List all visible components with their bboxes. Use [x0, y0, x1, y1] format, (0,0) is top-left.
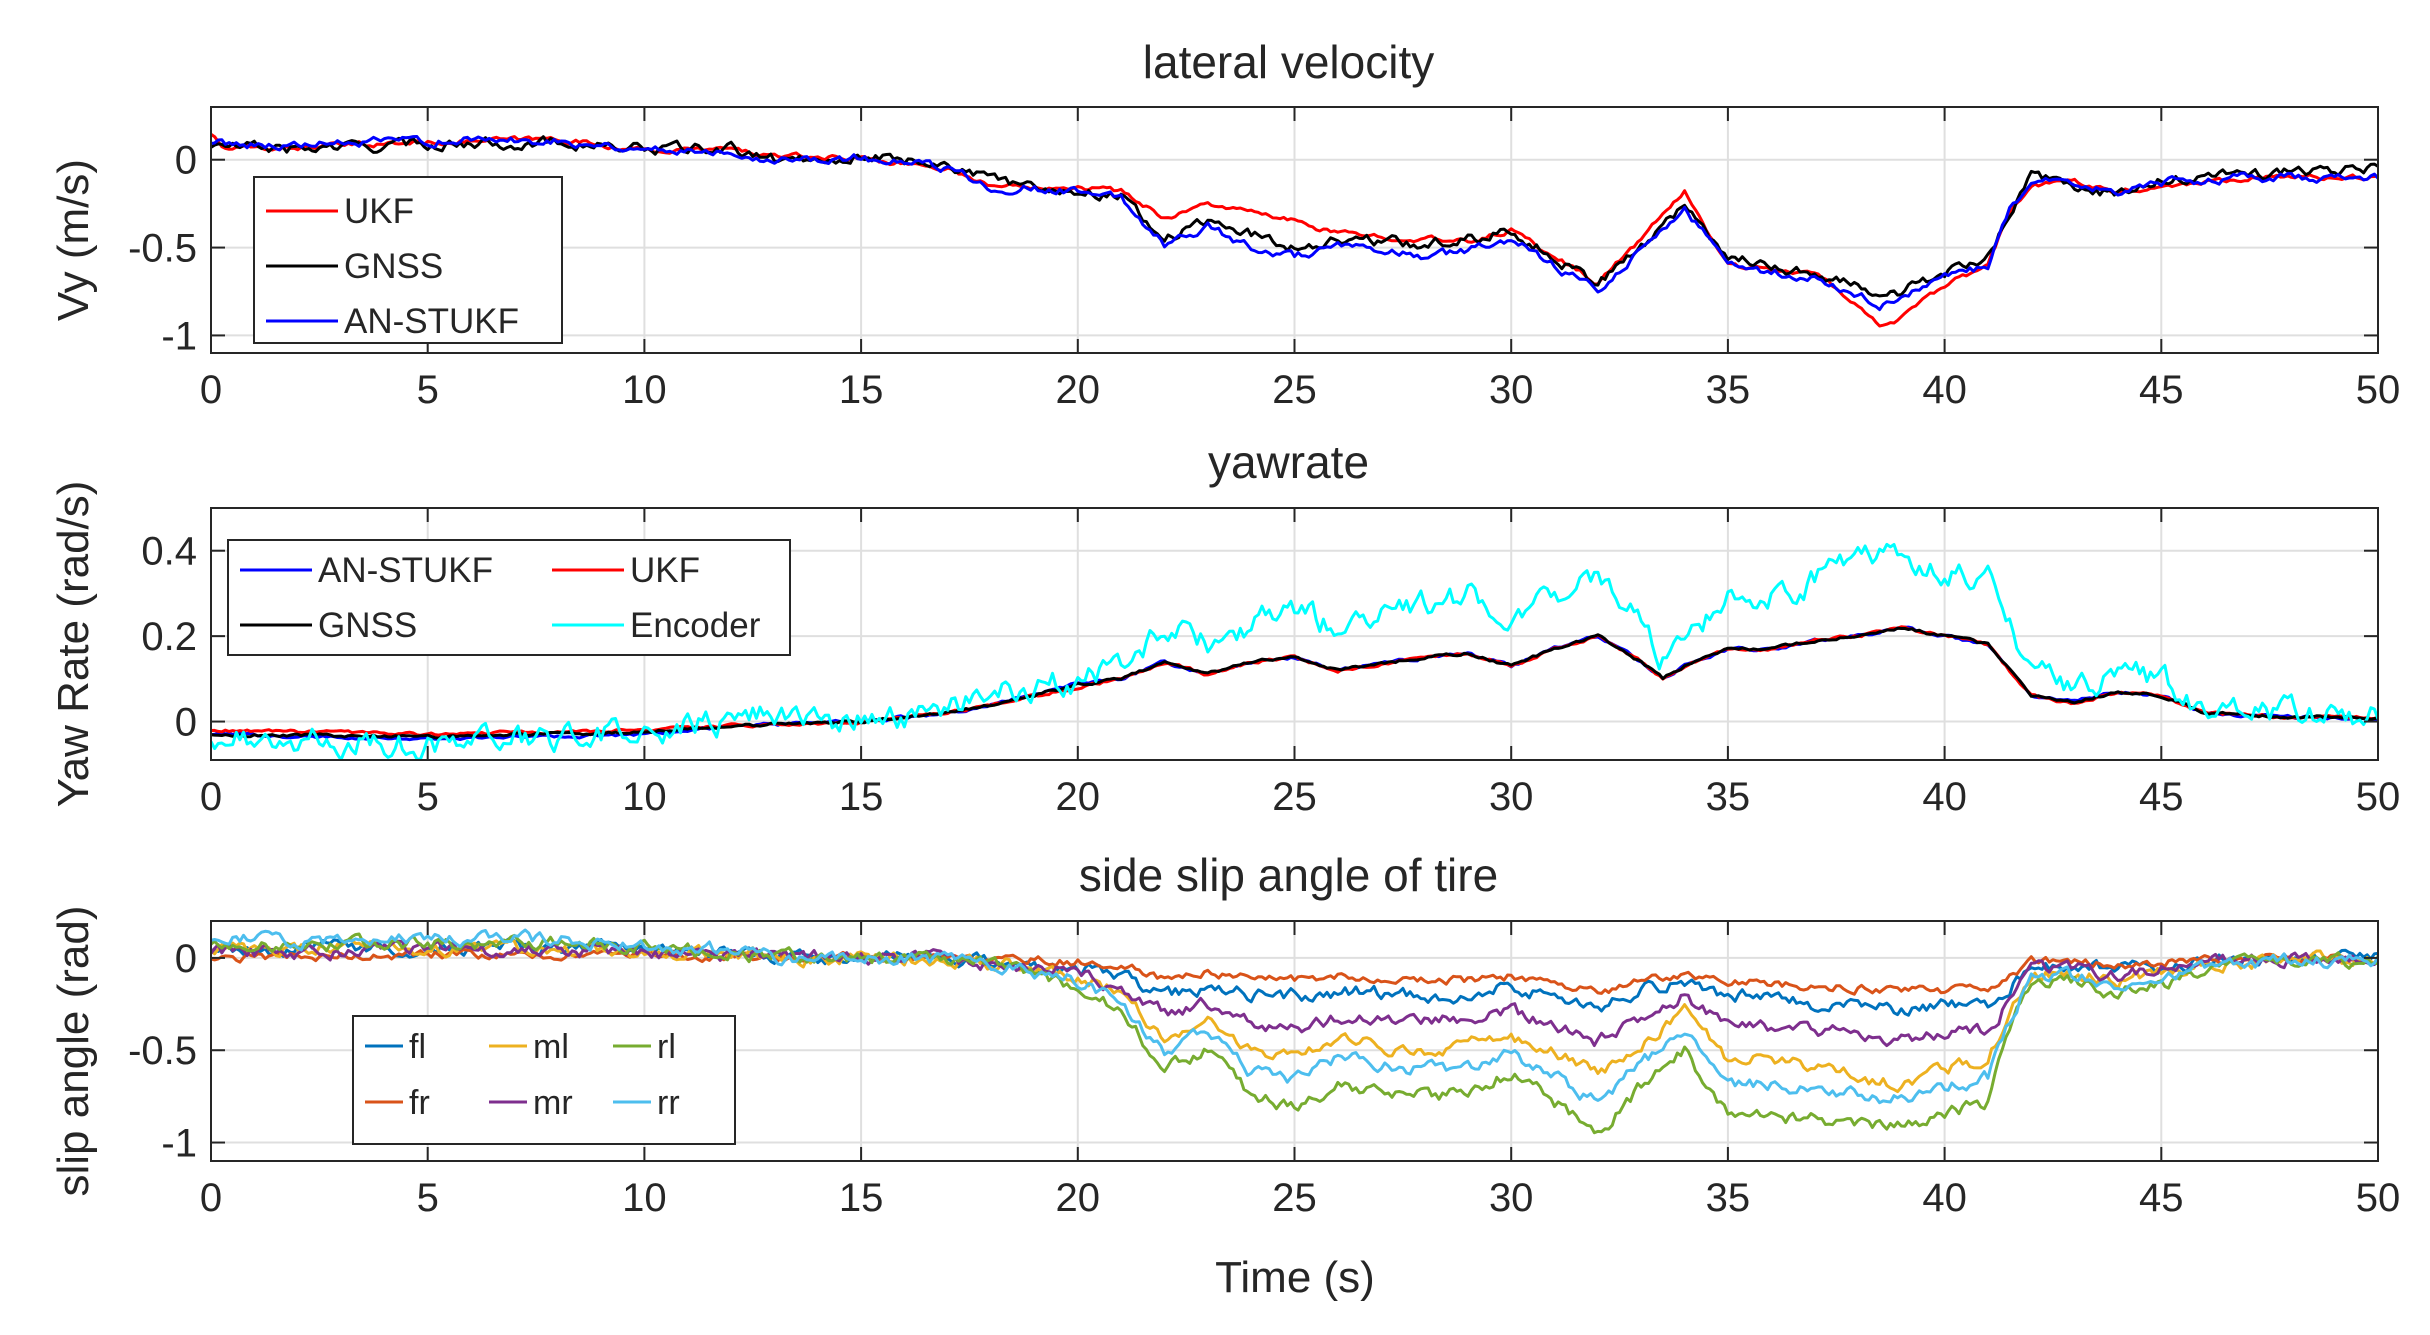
yawrate-plot: 0 5 10 15 20 25 30 35 40 45 50 0.4 0.2 0 yawrate Yaw Ra…: [49, 436, 2400, 819]
series-line-rr: [211, 928, 2378, 1105]
x-tick-label: 20: [1056, 1176, 1101, 1220]
legend-box: [352, 1015, 736, 1145]
lateral-velocity-plot: 0 5 10 15 20 25 30 35 40 45 50 0 -0.5 -1 lateral veloc…: [49, 36, 2400, 412]
x-tick-label: 45: [2139, 368, 2184, 412]
x-tick-label: 50: [2356, 1176, 2401, 1220]
x-tick-label: 25: [1272, 775, 1317, 819]
legend-box: [253, 176, 563, 344]
x-tick-label: 30: [1489, 368, 1534, 412]
y-tick-label: 0: [175, 937, 197, 981]
series-line-mr: [211, 939, 2378, 1048]
x-tick-label: 15: [839, 1176, 884, 1220]
legend-label-an-stukf: AN-STUKF: [318, 551, 493, 590]
series-line-encoder: [211, 542, 2378, 760]
x-tick-label: 5: [417, 1176, 439, 1220]
side-slip-angle-plot: 0 5 10 15 20 25 30 35 40 45 50 0 -0.5 -1 side slip ang…: [49, 849, 2400, 1220]
yawrate-title: yawrate: [1208, 436, 1369, 488]
y-tick-label: 0: [175, 139, 197, 183]
x-tick-label: 30: [1489, 1176, 1534, 1220]
x-axis-label: Time (s): [1215, 1253, 1375, 1302]
x-tick-label: 15: [839, 368, 884, 412]
y-tick-label: -0.5: [128, 1029, 197, 1073]
x-tick-label: 10: [622, 368, 667, 412]
legend-label-fl: fl: [409, 1028, 426, 1066]
x-tick-label: 10: [622, 1176, 667, 1220]
series-line-an-stukf: [211, 135, 2378, 312]
x-tick-label: 40: [1922, 775, 1967, 819]
yawrate-y-axis-label: Yaw Rate (rad/s): [49, 481, 98, 808]
side-slip-angle-of-tire-series-lines: [211, 928, 2378, 1135]
lateral-velocity-y-axis-label: Vy (m/s): [49, 159, 98, 321]
yawrate-legend: AN-STUKF UKF GNSS Encoder: [227, 539, 791, 656]
side-slip-angle-of-tire-title: side slip angle of tire: [1079, 849, 1498, 901]
legend-label-rl: rl: [657, 1028, 676, 1066]
x-tick-label: 25: [1272, 1176, 1317, 1220]
x-tick-label: 20: [1056, 368, 1101, 412]
x-tick-label: 35: [1706, 368, 1751, 412]
lateral-velocity-legend: UKF GNSS AN-STUKF: [253, 176, 563, 344]
x-tick-label: 0: [200, 775, 222, 819]
x-tick-label: 10: [622, 775, 667, 819]
x-tick-label: 50: [2356, 368, 2401, 412]
y-tick-label: 0.4: [141, 530, 197, 574]
legend-label-an-stukf: AN-STUKF: [344, 302, 519, 341]
legend-label-rr: rr: [657, 1084, 680, 1122]
x-tick-label: 20: [1056, 775, 1101, 819]
x-tick-label: 5: [417, 368, 439, 412]
side-slip-angle-of-tire-legend: fl ml rl fr mr rr: [352, 1015, 736, 1145]
x-tick-label: 15: [839, 775, 884, 819]
x-tick-label: 35: [1706, 775, 1751, 819]
legend-label-ml: ml: [533, 1028, 569, 1066]
y-tick-label: -1: [161, 1122, 197, 1166]
x-tick-label: 45: [2139, 1176, 2184, 1220]
lateral-velocity-series-lines: [211, 133, 2378, 328]
x-tick-label: 45: [2139, 775, 2184, 819]
legend-box: [227, 539, 791, 656]
x-tick-label: 5: [417, 775, 439, 819]
legend-label-gnss: GNSS: [318, 606, 417, 645]
x-tick-label: 25: [1272, 368, 1317, 412]
series-line-ml: [211, 938, 2378, 1094]
x-tick-label: 0: [200, 1176, 222, 1220]
y-tick-label: 0: [175, 701, 197, 745]
x-tick-label: 30: [1489, 775, 1534, 819]
legend-label-fr: fr: [409, 1084, 430, 1122]
legend-label-ukf: UKF: [344, 192, 414, 231]
y-tick-label: -0.5: [128, 227, 197, 271]
y-tick-label: 0.2: [141, 615, 197, 659]
legend-label-encoder: Encoder: [630, 606, 761, 645]
side-slip-angle-of-tire-y-axis-label: slip angle (rad): [49, 905, 98, 1196]
lateral-velocity-title: lateral velocity: [1143, 36, 1434, 88]
x-tick-label: 40: [1922, 368, 1967, 412]
legend-label-ukf: UKF: [630, 551, 700, 590]
y-tick-label: -1: [161, 314, 197, 358]
legend-label-mr: mr: [533, 1084, 573, 1122]
x-tick-label: 35: [1706, 1176, 1751, 1220]
x-tick-label: 40: [1922, 1176, 1967, 1220]
x-tick-label: 50: [2356, 775, 2401, 819]
legend-label-gnss: GNSS: [344, 247, 443, 286]
yawrate-series-lines: [211, 542, 2378, 760]
x-tick-label: 0: [200, 368, 222, 412]
